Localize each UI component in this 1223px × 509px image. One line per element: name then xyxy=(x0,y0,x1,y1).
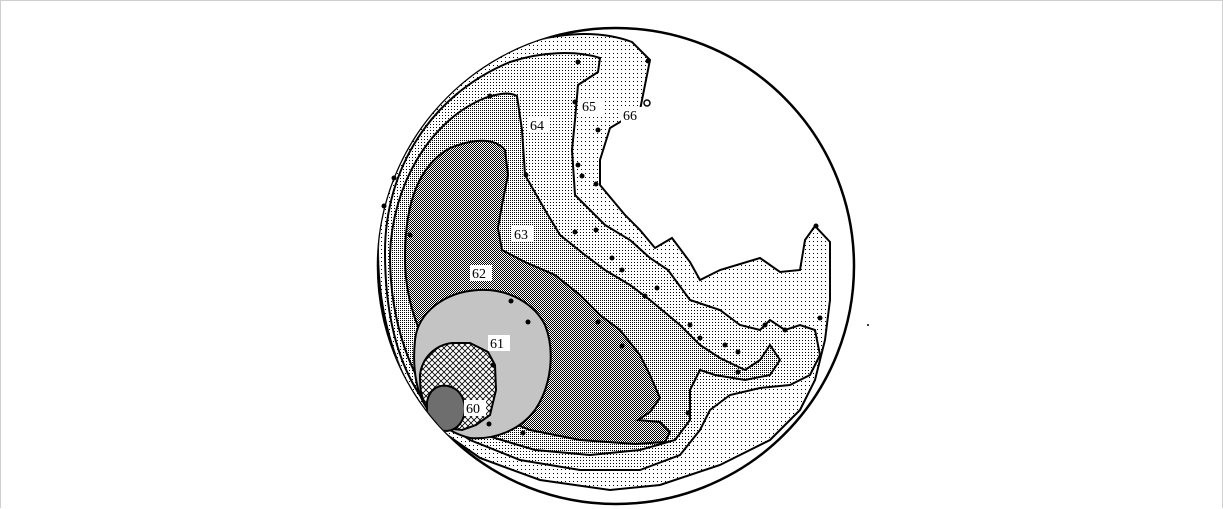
contour-label-64: 64 xyxy=(530,119,544,134)
label-62-group: 62 xyxy=(470,265,492,282)
contour-region-60 xyxy=(426,384,467,433)
contour-label-63: 63 xyxy=(514,228,528,243)
contour-label-62: 62 xyxy=(472,267,486,282)
label-66-group: 66 xyxy=(621,107,643,124)
label-64-group: 64 xyxy=(528,117,550,134)
stray-dot xyxy=(867,324,869,326)
contour-label-66: 66 xyxy=(623,109,637,124)
contour-label-65: 65 xyxy=(582,100,596,115)
label-65-group: 65 xyxy=(580,98,602,115)
label-61-group: 61 xyxy=(488,335,510,352)
marker-66 xyxy=(643,99,651,107)
label-63-group: 63 xyxy=(512,226,534,243)
contour-label-60: 60 xyxy=(466,402,480,417)
sample-points xyxy=(381,58,823,436)
label-60-group: 60 xyxy=(464,400,486,417)
contour-label-61: 61 xyxy=(490,337,504,352)
